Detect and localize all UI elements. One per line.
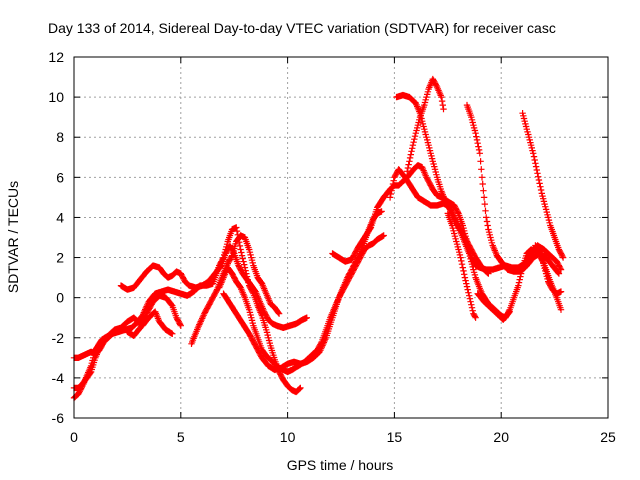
x-tick-label: 20 <box>493 429 509 445</box>
data-point-markers <box>220 232 387 374</box>
plot-frame <box>73 56 609 419</box>
series-track-5 <box>124 292 184 339</box>
data-point-markers <box>393 91 492 277</box>
data-point-markers <box>444 210 479 321</box>
y-tick-label: 0 <box>56 290 64 306</box>
x-tick-label: 25 <box>600 429 616 445</box>
series-track-17 <box>532 242 565 297</box>
y-tick-label: 6 <box>56 169 64 185</box>
series-track-11 <box>393 91 492 277</box>
data-point-markers <box>117 242 310 331</box>
y-axis-label: SDTVAR / TECUs <box>5 181 21 293</box>
data-point-markers <box>124 292 184 339</box>
series-track-13 <box>444 210 479 321</box>
series-track-16 <box>474 290 513 323</box>
data-point-markers <box>532 242 565 297</box>
y-tick-label: 2 <box>56 250 64 266</box>
y-tick-label: 10 <box>48 89 64 105</box>
y-tick-label: 4 <box>56 209 64 225</box>
x-tick-label: 15 <box>387 429 403 445</box>
y-tick-label: -6 <box>52 410 65 426</box>
series-track-15 <box>519 110 567 261</box>
data-layer <box>70 75 567 402</box>
x-axis-label: GPS time / hours <box>287 457 394 473</box>
axes: 0 5 10 15 20 25 -6 -4 -2 0 2 4 6 8 10 12 <box>48 49 616 445</box>
data-point-markers <box>474 290 513 323</box>
x-tick-label: 10 <box>280 429 296 445</box>
series-track-8 <box>220 232 387 374</box>
grid <box>74 57 608 418</box>
y-tick-label: -2 <box>52 330 65 346</box>
y-tick-label: 12 <box>48 49 64 65</box>
series-track-4 <box>117 242 310 331</box>
x-tick-label: 0 <box>70 429 78 445</box>
data-point-markers <box>404 75 447 175</box>
data-point-markers <box>70 326 120 361</box>
chart-title: Day 133 of 2014, Sidereal Day-to-day VTE… <box>48 20 556 36</box>
series-track-3 <box>70 326 120 361</box>
series-track-12 <box>404 75 447 175</box>
x-tick-label: 5 <box>177 429 185 445</box>
data-point-markers <box>519 110 567 261</box>
y-tick-label: -4 <box>52 370 65 386</box>
y-tick-label: 8 <box>56 129 64 145</box>
